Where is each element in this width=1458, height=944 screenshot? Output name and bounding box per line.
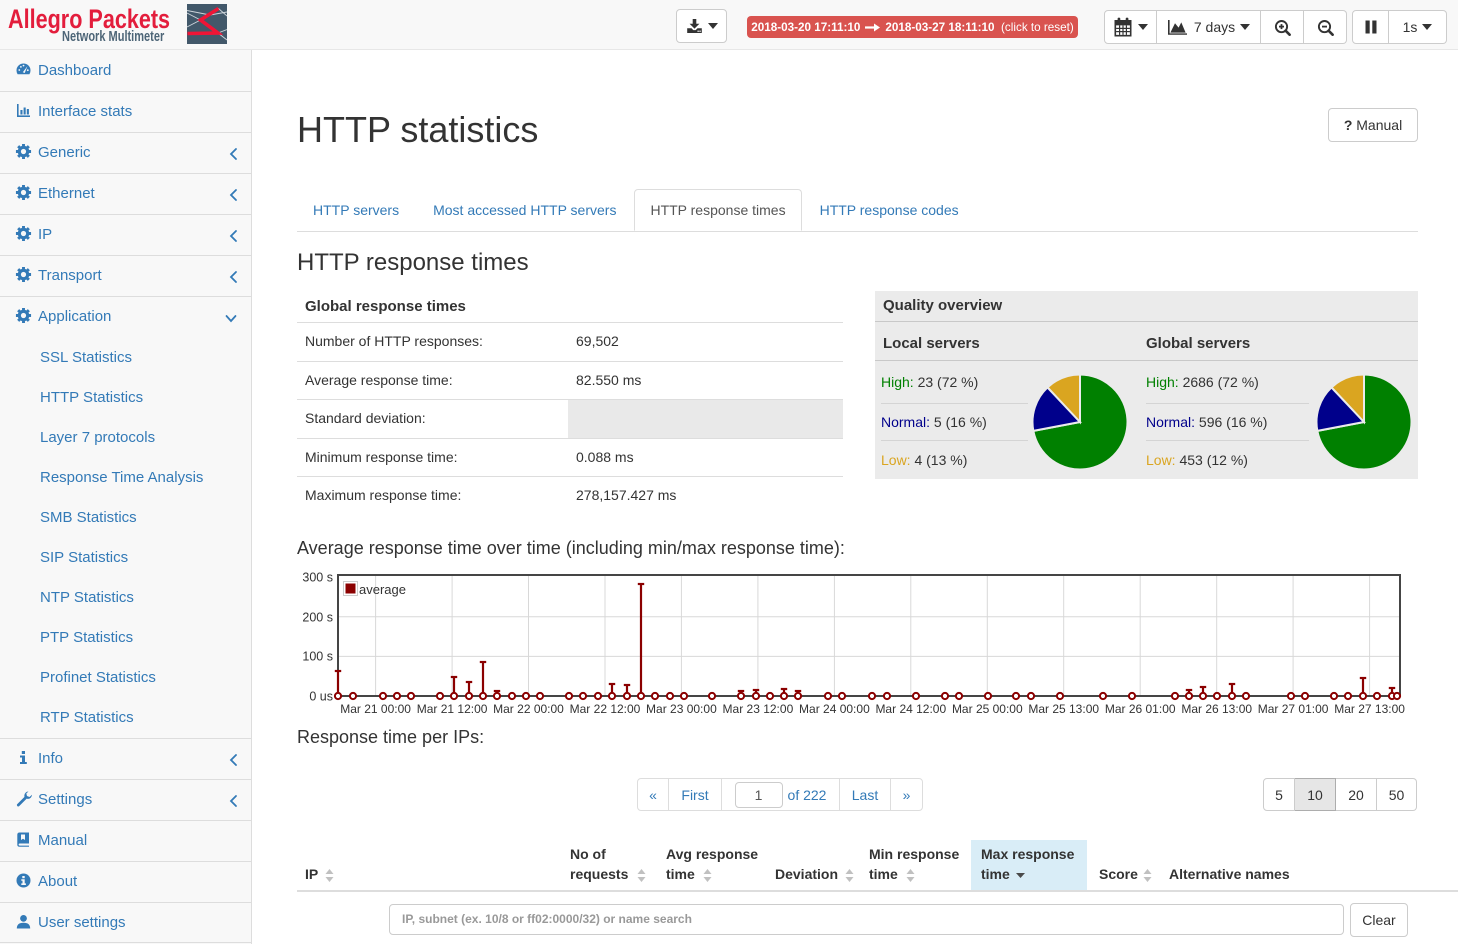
svg-text:Mar 21 00:00: Mar 21 00:00 <box>340 702 411 716</box>
svg-text:Mar 27 01:00: Mar 27 01:00 <box>1258 702 1329 716</box>
svg-text:Mar 23 12:00: Mar 23 12:00 <box>723 702 794 716</box>
svg-text:Mar 22 00:00: Mar 22 00:00 <box>493 702 564 716</box>
svg-text:Mar 26 01:00: Mar 26 01:00 <box>1105 702 1176 716</box>
svg-text:Mar 21 12:00: Mar 21 12:00 <box>417 702 488 716</box>
svg-text:Mar 25 00:00: Mar 25 00:00 <box>952 702 1023 716</box>
svg-text:average: average <box>359 582 406 597</box>
svg-text:Mar 24 00:00: Mar 24 00:00 <box>799 702 870 716</box>
svg-text:0 us: 0 us <box>309 690 333 704</box>
svg-text:Mar 25 13:00: Mar 25 13:00 <box>1028 702 1099 716</box>
svg-text:100 s: 100 s <box>302 650 333 664</box>
svg-text:Mar 23 00:00: Mar 23 00:00 <box>646 702 717 716</box>
svg-text:200 s: 200 s <box>302 611 333 625</box>
svg-text:Mar 22 12:00: Mar 22 12:00 <box>570 702 641 716</box>
svg-text:300 s: 300 s <box>302 571 333 585</box>
svg-text:Mar 26 13:00: Mar 26 13:00 <box>1181 702 1252 716</box>
svg-text:Mar 27 13:00: Mar 27 13:00 <box>1334 702 1405 716</box>
svg-text:Mar 24 12:00: Mar 24 12:00 <box>875 702 946 716</box>
